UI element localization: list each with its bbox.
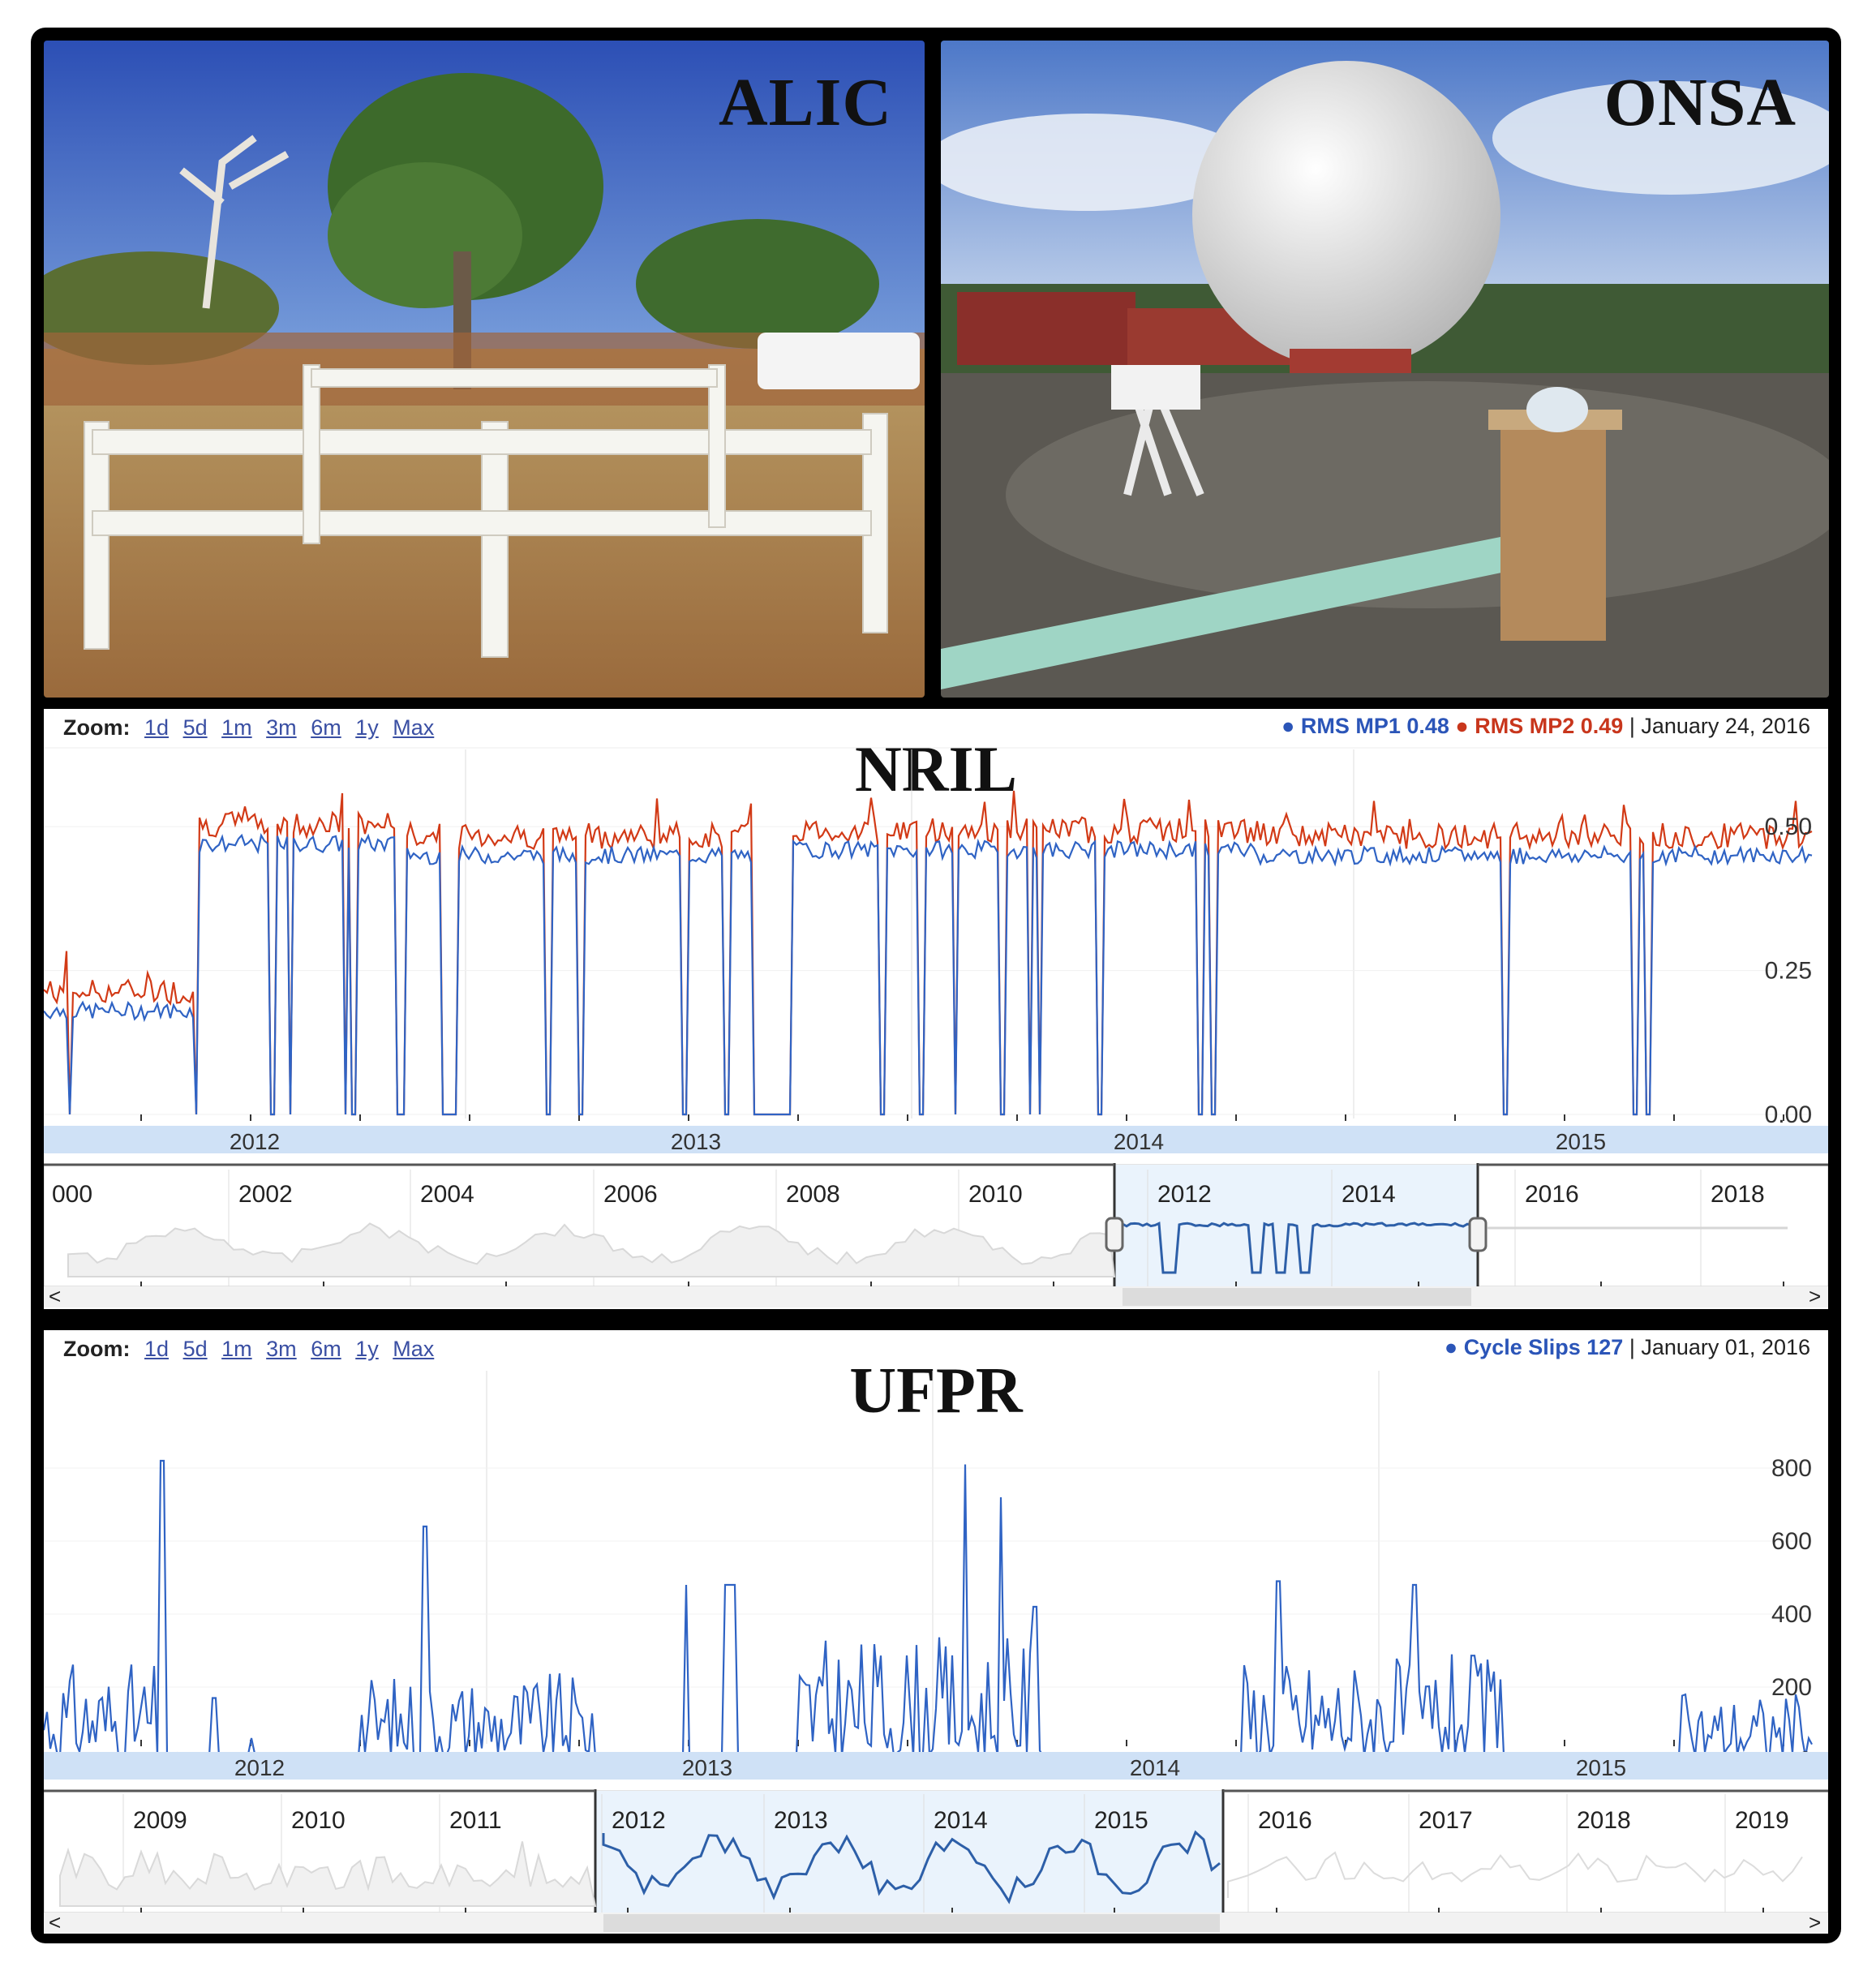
zoom-max-link[interactable]: Max — [393, 1337, 435, 1361]
nril-nav-tick-label: 2014 — [1342, 1181, 1396, 1208]
nril-chart-title: NRIL — [854, 734, 1018, 805]
nril-zoom-bar: Zoom: 1d 5d 1m 3m 6m 1y Max — [63, 715, 434, 741]
nril-nav-tick-label: 2016 — [1525, 1181, 1579, 1208]
ufpr-nav-tick-label: 2017 — [1419, 1807, 1473, 1834]
nril-nav-tick-label: 000 — [52, 1181, 92, 1208]
zoom-6m-link[interactable]: 6m — [311, 1337, 341, 1361]
nril-scroll-thumb[interactable] — [1123, 1288, 1471, 1306]
nril-scroll-right-arrow[interactable]: > — [1809, 1284, 1821, 1308]
zoom-1m-link[interactable]: 1m — [221, 1337, 252, 1361]
nril-y-tick-label: 0.00 — [1765, 1101, 1812, 1128]
ufpr-nav-tick-label: 2015 — [1094, 1807, 1148, 1834]
nril-y-tick-label: 0.50 — [1765, 814, 1812, 840]
ufpr-nav-tick-label: 2010 — [291, 1807, 346, 1834]
legend-date: | January 01, 2016 — [1629, 1335, 1810, 1359]
ufpr-nav-tick-label: 2019 — [1735, 1807, 1789, 1834]
ufpr-nav-tick-label: 2011 — [449, 1807, 502, 1834]
ufpr-scroll-left-arrow[interactable]: < — [49, 1910, 61, 1934]
ufpr-nav-tick-label: 2014 — [934, 1807, 988, 1834]
zoom-3m-link[interactable]: 3m — [266, 1337, 297, 1361]
alic-title: ALIC — [718, 65, 892, 140]
zoom-5d-link[interactable]: 5d — [182, 715, 208, 740]
nril-nav-tick-label: 2010 — [968, 1181, 1023, 1208]
ufpr-nav-tick-label: 2012 — [612, 1807, 666, 1834]
nril-series-rms-mp2 — [44, 790, 1813, 1116]
nril-x-tick-label: 2013 — [671, 1129, 721, 1154]
nril-nav-tick-label: 2018 — [1711, 1181, 1765, 1208]
ufpr-y-tick-label: 400 — [1771, 1601, 1812, 1628]
nril-x-tick-label: 2012 — [230, 1129, 280, 1154]
nril-nav-tick-label: 2002 — [238, 1181, 293, 1208]
nril-nav-tick-label: 2012 — [1157, 1181, 1212, 1208]
nril-chart: 0.00 0.25 0.50 2012 2013 2014 2015 000 2002 200… — [44, 747, 1828, 1308]
zoom-1y-link[interactable]: 1y — [355, 1337, 379, 1361]
ufpr-chart-title: UFPR — [849, 1355, 1023, 1427]
nril-scrollbar[interactable] — [44, 1286, 1828, 1307]
zoom-1d-link[interactable]: 1d — [144, 1337, 170, 1361]
nril-legend: ● RMS MP1 0.48 ● RMS MP2 0.49 | January … — [1281, 714, 1810, 738]
nril-x-tick-label: 2015 — [1556, 1129, 1606, 1154]
zoom-6m-link[interactable]: 6m — [311, 715, 341, 740]
nril-axis-band — [44, 1126, 1828, 1153]
ufpr-x-tick-label: 2015 — [1576, 1755, 1626, 1780]
nril-right-handle[interactable] — [1468, 1217, 1487, 1252]
ufpr-series-cycle-slips — [44, 1459, 1813, 1760]
onsa-title: ONSA — [1603, 65, 1797, 140]
ufpr-panel: Zoom: 1d 5d 1m 3m 6m 1y Max ● Cycle Slip… — [44, 1330, 1828, 1934]
nril-left-handle[interactable] — [1105, 1217, 1124, 1252]
ufpr-nav-tick-label: 2018 — [1577, 1807, 1631, 1834]
zoom-1y-link[interactable]: 1y — [355, 715, 379, 740]
nril-nav-selected-series — [1117, 1221, 1476, 1274]
nril-nav-history — [67, 1222, 1116, 1277]
legend-rms-mp1: RMS MP1 0.48 — [1300, 714, 1449, 738]
ufpr-scroll-right-arrow[interactable]: > — [1809, 1910, 1821, 1934]
nril-x-tick-label: 2014 — [1114, 1129, 1164, 1154]
zoom-3m-link[interactable]: 3m — [266, 715, 297, 740]
zoom-label: Zoom: — [63, 715, 131, 740]
nril-panel: Zoom: 1d 5d 1m 3m 6m 1y Max ● RMS MP1 0.… — [44, 709, 1828, 1309]
nril-y-tick-label: 0.25 — [1765, 958, 1812, 985]
zoom-1d-link[interactable]: 1d — [144, 715, 170, 740]
nril-series-rms-mp1 — [44, 832, 1813, 1116]
ufpr-scroll-thumb[interactable] — [603, 1914, 1220, 1932]
zoom-5d-link[interactable]: 5d — [182, 1337, 208, 1361]
ufpr-y-tick-label: 200 — [1771, 1674, 1812, 1701]
ufpr-nav-history — [59, 1841, 597, 1907]
ufpr-nav-future — [1227, 1851, 1803, 1898]
nril-scroll-left-arrow[interactable]: < — [49, 1284, 61, 1308]
ufpr-nav-tick-label: 2009 — [133, 1807, 187, 1834]
ufpr-navigator-selection[interactable] — [595, 1791, 1223, 1913]
legend-rms-mp2: RMS MP2 0.49 — [1475, 714, 1624, 738]
legend-date: | January 24, 2016 — [1629, 714, 1810, 738]
zoom-1m-link[interactable]: 1m — [221, 715, 252, 740]
legend-cycle-slips: Cycle Slips 127 — [1463, 1335, 1624, 1359]
ufpr-y-tick-label: 600 — [1771, 1528, 1812, 1555]
ufpr-x-tick-label: 2012 — [234, 1755, 285, 1780]
ufpr-x-tick-label: 2013 — [682, 1755, 732, 1780]
ufpr-nav-tick-label: 2016 — [1258, 1807, 1312, 1834]
ufpr-nav-selected-series — [602, 1830, 1221, 1904]
zoom-max-link[interactable]: Max — [393, 715, 435, 740]
ufpr-y-tick-label: 800 — [1771, 1455, 1812, 1482]
ufpr-nav-tick-label: 2013 — [774, 1807, 828, 1834]
ufpr-x-tick-label: 2014 — [1130, 1755, 1180, 1780]
zoom-label: Zoom: — [63, 1337, 131, 1361]
onsa-photo: ONSA — [941, 41, 1829, 698]
ufpr-zoom-bar: Zoom: 1d 5d 1m 3m 6m 1y Max — [63, 1337, 434, 1362]
ufpr-legend: ● Cycle Slips 127 | January 01, 2016 — [1444, 1335, 1810, 1359]
alic-photo: ALIC — [44, 41, 925, 698]
ufpr-axis-band — [44, 1752, 1828, 1780]
nril-nav-tick-label: 2004 — [420, 1181, 474, 1208]
nril-nav-tick-label: 2006 — [603, 1181, 658, 1208]
nril-nav-tick-label: 2008 — [786, 1181, 840, 1208]
